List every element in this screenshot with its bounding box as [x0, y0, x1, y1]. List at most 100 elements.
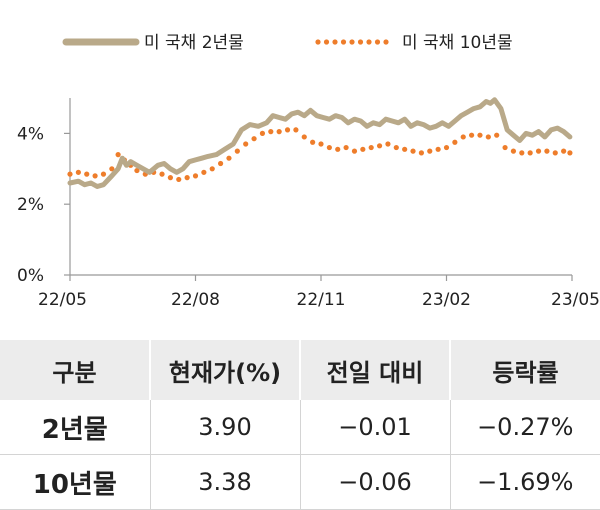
data-point-10y	[376, 143, 383, 149]
data-point-10y	[75, 169, 81, 175]
y-tick-label: 0%	[17, 266, 44, 286]
header-daily-change: 전일 대비	[300, 340, 451, 400]
series-10y-line	[67, 127, 573, 183]
x-tick-label: 23/05	[551, 290, 600, 310]
data-point-10y	[251, 136, 257, 142]
data-point-10y	[360, 146, 366, 152]
data-point-10y	[234, 148, 240, 154]
data-point-10y	[469, 132, 475, 138]
data-point-10y	[218, 160, 224, 167]
data-point-10y	[293, 127, 299, 133]
data-point-10y	[167, 175, 173, 181]
data-point-10y	[427, 148, 433, 154]
cell-change-10y: −0.06	[300, 454, 451, 510]
data-point-10y	[67, 171, 73, 177]
data-point-10y	[435, 146, 441, 152]
data-point-10y	[201, 169, 207, 175]
data-point-10y	[176, 176, 182, 183]
data-point-10y	[544, 148, 550, 154]
x-tick-label: 22/08	[171, 290, 220, 310]
data-point-10y	[494, 132, 500, 138]
data-point-10y	[351, 148, 358, 154]
legend-label-2y: 미 국채 2년물	[144, 33, 244, 53]
data-point-10y	[552, 150, 558, 156]
data-point-10y	[259, 130, 266, 136]
x-tick-label: 22/11	[297, 290, 346, 310]
legend-dot	[357, 39, 364, 45]
data-point-10y	[310, 139, 316, 145]
series-2y-line	[67, 97, 573, 189]
legend-dot	[340, 39, 347, 45]
legend-dot	[366, 39, 372, 45]
legend-dot	[332, 39, 338, 45]
data-point-10y	[485, 134, 491, 140]
data-point-10y	[184, 175, 190, 181]
x-axis-ticks: 22/05 22/08 22/11 23/02 23/05	[38, 275, 600, 310]
data-point-10y	[192, 173, 199, 179]
data-point-10y	[393, 144, 399, 151]
bond-yield-chart: 미 국채 2년물 미 국채 10년물 0% 2% 4% 22/05 22/08 22/1…	[17, 33, 600, 310]
data-point-10y	[243, 141, 249, 147]
data-point-10y	[452, 139, 458, 145]
row-label-2y: 2년물	[0, 400, 151, 455]
data-point-10y	[326, 144, 332, 151]
y-axis-ticks: 0% 2% 4%	[17, 124, 70, 286]
legend-dot	[383, 39, 389, 45]
legend-dot	[349, 39, 355, 45]
header-current-price: 현재가(%)	[150, 340, 301, 400]
data-point-10y	[502, 144, 508, 151]
data-point-10y	[284, 127, 291, 133]
cell-rate-2y: −0.27%	[450, 400, 600, 455]
data-point-10y	[567, 150, 573, 156]
yield-summary-table: 구분 현재가(%) 전일 대비 등락률 2년물 3.90 −0.01 −0.27…	[0, 340, 600, 510]
data-point-10y	[268, 129, 274, 135]
data-point-10y	[418, 150, 424, 156]
header-category: 구분	[0, 340, 151, 400]
data-point-10y	[561, 148, 567, 154]
data-point-10y	[460, 134, 466, 140]
legend-swatch-10y	[315, 39, 389, 45]
data-point-10y	[519, 150, 525, 156]
data-point-10y	[92, 173, 98, 179]
series-2y-path	[67, 97, 573, 189]
data-point-10y	[335, 146, 341, 152]
data-point-10y	[276, 129, 282, 135]
table-header-row: 구분 현재가(%) 전일 대비 등락률	[0, 340, 600, 400]
data-point-10y	[134, 167, 140, 174]
data-point-10y	[100, 171, 107, 177]
data-point-10y	[109, 166, 115, 172]
y-tick-label: 2%	[17, 195, 44, 215]
data-point-10y	[368, 144, 374, 151]
data-point-10y	[84, 171, 90, 177]
data-point-10y	[385, 141, 391, 147]
data-point-10y	[343, 144, 349, 151]
cell-change-2y: −0.01	[300, 400, 451, 455]
legend-dot	[374, 39, 381, 45]
y-tick-label: 4%	[17, 124, 44, 144]
chart-axes	[69, 98, 572, 276]
cell-price-2y: 3.90	[150, 400, 301, 455]
table-row: 2년물 3.90 −0.01 −0.27%	[0, 400, 600, 455]
data-point-10y	[159, 171, 165, 177]
data-point-10y	[115, 152, 121, 158]
data-point-10y	[226, 155, 232, 161]
data-point-10y	[209, 166, 215, 172]
data-point-10y	[410, 148, 416, 154]
legend-dot	[323, 39, 330, 45]
x-tick-label: 23/02	[422, 290, 471, 310]
cell-rate-10y: −1.69%	[450, 454, 600, 510]
data-point-10y	[301, 134, 307, 140]
data-point-10y	[535, 148, 542, 154]
x-tick-label: 22/05	[38, 290, 87, 310]
cell-price-10y: 3.38	[150, 454, 301, 510]
data-point-10y	[527, 150, 533, 156]
chart-legend: 미 국채 2년물 미 국채 10년물	[62, 33, 513, 53]
legend-label-10y: 미 국채 10년물	[402, 33, 513, 53]
data-point-10y	[477, 132, 483, 138]
data-point-10y	[318, 141, 324, 147]
header-change-rate: 등락률	[450, 340, 600, 400]
row-label-10y: 10년물	[0, 454, 151, 510]
data-point-10y	[402, 146, 408, 152]
table-row: 10년물 3.38 −0.06 −1.69%	[0, 454, 600, 510]
data-point-10y	[443, 144, 450, 151]
